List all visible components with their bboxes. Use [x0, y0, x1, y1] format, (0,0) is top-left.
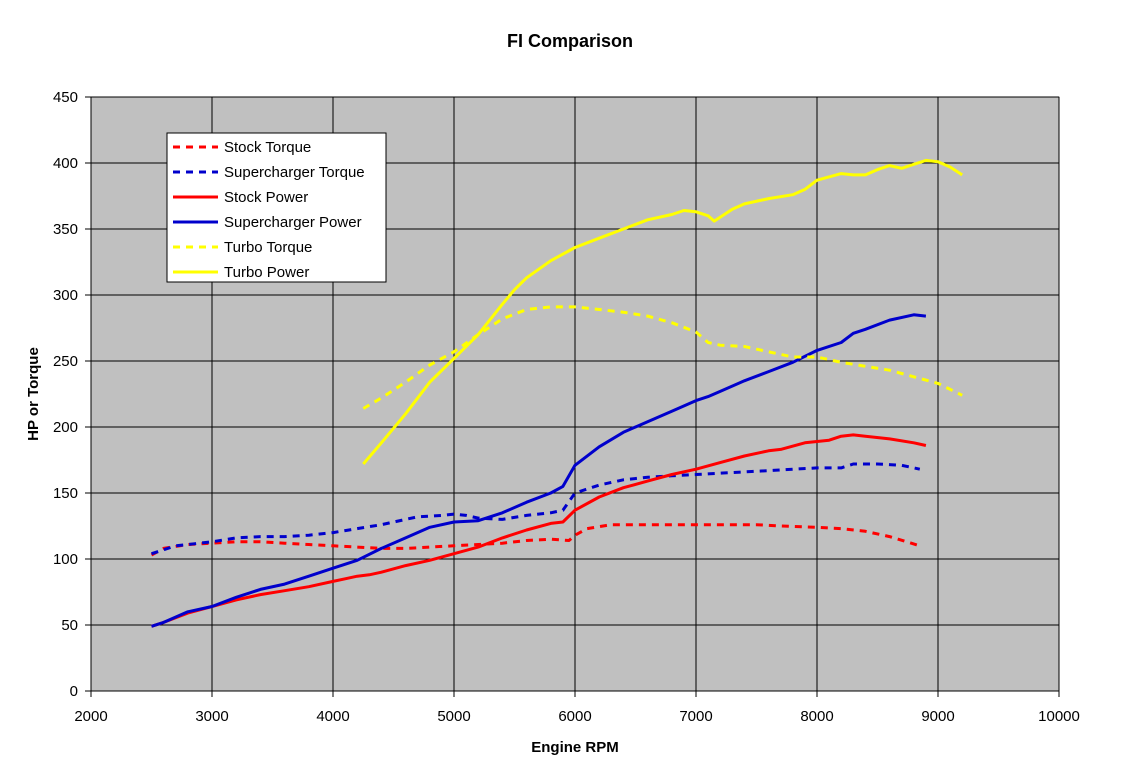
stock-torque-line [150, 523, 921, 557]
x-tick-label: 9000 [921, 708, 954, 725]
turbo-torque-line [362, 305, 963, 410]
y-tick-label: 150 [53, 485, 78, 502]
x-tick-label: 7000 [679, 708, 712, 725]
x-tick-label: 10000 [1038, 708, 1080, 725]
supercharger-torque-line [151, 462, 921, 556]
x-tick-label: 6000 [558, 708, 591, 725]
x-tick-label: 5000 [437, 708, 470, 725]
turbo-torque-legend-label: Turbo Torque [224, 239, 312, 256]
legend: Stock Torque Supercharger Torque Stock Pow… [166, 132, 387, 283]
legend-box [166, 132, 387, 283]
y-tick-label: 100 [53, 551, 78, 568]
supercharger-torque-legend-label: Supercharger Torque [224, 164, 365, 181]
y-tick-label: 50 [61, 617, 78, 634]
y-tick-label: 350 [53, 221, 78, 238]
y-tick-label: 400 [53, 155, 78, 172]
supercharger-power-line [151, 313, 927, 628]
y-tick-label: 450 [53, 89, 78, 106]
y-tick-label: 300 [53, 287, 78, 304]
turbo-power-line [362, 158, 964, 465]
axis-ticks: 0 50 100 150 200 250 300 350 400 450 2000 3000 4000 5… [53, 89, 1080, 725]
x-tick-label: 2000 [74, 708, 107, 725]
y-tick-label: 250 [53, 353, 78, 370]
turbo-power-legend-label: Turbo Power [224, 264, 309, 281]
x-tick-label: 8000 [800, 708, 833, 725]
series-lines [150, 158, 964, 628]
stock-torque-legend-label: Stock Torque [224, 139, 311, 156]
x-axis-title: Engine RPM [531, 739, 619, 756]
stock-power-line [151, 433, 927, 628]
x-tick-label: 3000 [195, 708, 228, 725]
chart-title: FI Comparison [507, 31, 633, 51]
stock-power-legend-label: Stock Power [224, 189, 308, 206]
y-tick-label: 0 [70, 683, 78, 700]
supercharger-power-legend-label: Supercharger Power [224, 214, 362, 231]
y-axis-title: HP or Torque [25, 347, 42, 441]
y-tick-label: 200 [53, 419, 78, 436]
x-tick-label: 4000 [316, 708, 349, 725]
